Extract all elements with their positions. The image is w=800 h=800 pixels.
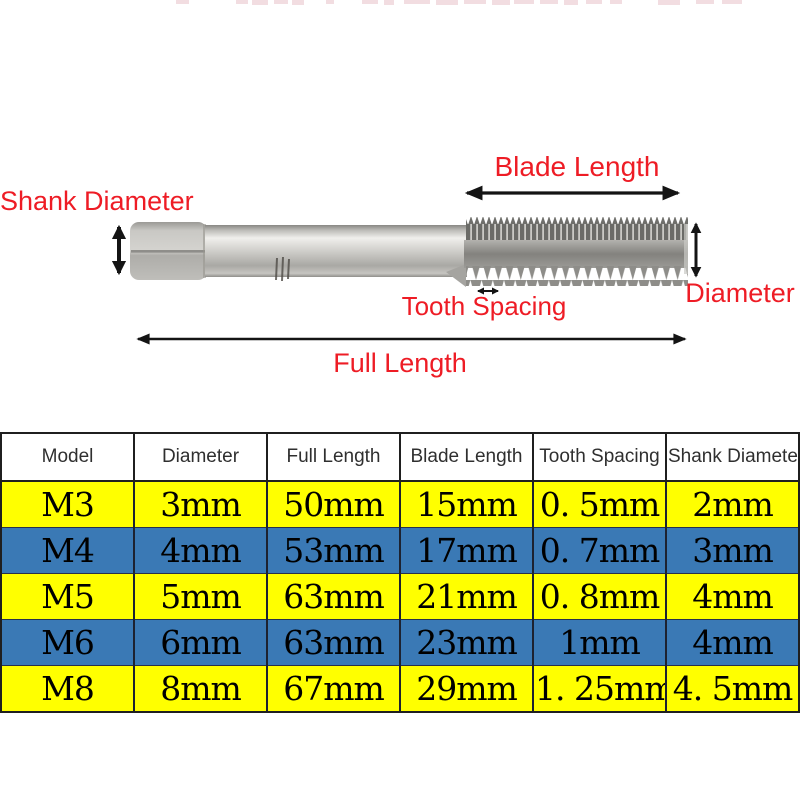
table-cell: 4. 5mm (665, 665, 800, 713)
spec-table: Model Diameter Full Length Blade Length … (0, 432, 800, 713)
table-header-row: Model Diameter Full Length Blade Length … (0, 432, 800, 482)
table-cell: 67mm (266, 665, 401, 713)
table-cell: 1mm (532, 619, 667, 666)
table-row-m8: M8 8mm 67mm 29mm 1. 25mm 4. 5mm (0, 665, 800, 713)
dimension-arrows (111, 185, 702, 345)
table-cell: M3 (0, 480, 135, 528)
table-cell: 15mm (399, 480, 534, 528)
col-header-blade-length: Blade Length (399, 432, 534, 482)
table-cell: 63mm (266, 573, 401, 620)
col-header-full-length: Full Length (266, 432, 401, 482)
table-cell: 4mm (665, 573, 800, 620)
table-cell: 0. 7mm (532, 527, 667, 574)
table-cell: 3mm (133, 480, 268, 528)
table-row-m5: M5 5mm 63mm 21mm 0. 8mm 4mm (0, 573, 800, 620)
table-cell: 50mm (266, 480, 401, 528)
table-cell: 0. 8mm (532, 573, 667, 620)
table-cell: 8mm (133, 665, 268, 713)
diameter-label: Diameter (685, 278, 795, 308)
table-cell: M6 (0, 619, 135, 666)
table-cell: 4mm (133, 527, 268, 574)
tap-tool-illustration (111, 0, 742, 345)
table-cell: 0. 5mm (532, 480, 667, 528)
table-cell: 53mm (266, 527, 401, 574)
table-cell: 6mm (133, 619, 268, 666)
table-cell: M8 (0, 665, 135, 713)
cropped-text-remnant (176, 0, 742, 5)
table-cell: M4 (0, 527, 135, 574)
table-row-m6: M6 6mm 63mm 23mm 1mm 4mm (0, 619, 800, 666)
table-cell: 2mm (665, 480, 800, 528)
full-length-label: Full Length (333, 348, 467, 378)
col-header-model: Model (0, 432, 135, 482)
col-header-shank-diameter: Shank Diameter (665, 432, 800, 482)
table-cell: M5 (0, 573, 135, 620)
table-cell: 21mm (399, 573, 534, 620)
table-cell: 5mm (133, 573, 268, 620)
table-cell: 29mm (399, 665, 534, 713)
table-cell: 17mm (399, 527, 534, 574)
table-cell: 23mm (399, 619, 534, 666)
table-cell: 63mm (266, 619, 401, 666)
tooth-spacing-label: Tooth Spacing (401, 291, 567, 321)
table-cell: 4mm (665, 619, 800, 666)
table-row-m4: M4 4mm 53mm 17mm 0. 7mm 3mm (0, 527, 800, 574)
col-header-tooth-spacing: Tooth Spacing (532, 432, 667, 482)
blade-length-label: Blade Length (494, 151, 660, 182)
table-cell: 3mm (665, 527, 800, 574)
shank-diameter-label: Shank Diameter (0, 186, 194, 216)
tap-tool-photo (130, 217, 688, 287)
col-header-diameter: Diameter (133, 432, 268, 482)
table-cell: 1. 25mm (532, 665, 667, 713)
table-row-m3: M3 3mm 50mm 15mm 0. 5mm 2mm (0, 480, 800, 528)
